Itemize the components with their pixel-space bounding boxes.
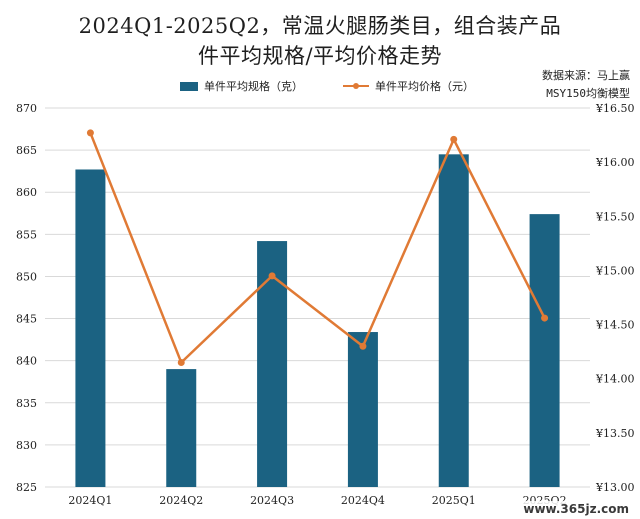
y-right-tick-label: ¥15.50 xyxy=(595,210,635,223)
y-left-tick-label: 855 xyxy=(16,228,37,241)
y-right-tick-label: ¥13.50 xyxy=(595,427,635,440)
legend-item-bar: 单件平均规格（克） xyxy=(180,78,303,94)
x-tick-label: 2024Q3 xyxy=(250,494,294,507)
price-point-2025Q1 xyxy=(450,135,458,143)
y-left-tick-label: 825 xyxy=(16,481,37,494)
y-right-tick-label: ¥16.00 xyxy=(595,156,635,169)
legend-item-line: 单件平均价格（元） xyxy=(343,78,474,94)
chart-legend: 单件平均规格（克） 单件平均价格（元） xyxy=(180,78,474,94)
y-left-tick-label: 845 xyxy=(16,313,37,326)
x-tick-label: 2024Q4 xyxy=(341,494,385,507)
price-point-2024Q2 xyxy=(177,358,185,366)
bar-2025Q2 xyxy=(529,214,560,487)
source-model-label: MSY150均衡模型 xyxy=(546,87,630,100)
legend-bar-label: 单件平均规格（克） xyxy=(204,80,303,93)
price-point-2024Q4 xyxy=(359,342,367,350)
y-right-tick-label: ¥15.00 xyxy=(595,264,635,277)
y-left-tick-label: 860 xyxy=(16,186,37,199)
x-tick-label: 2024Q2 xyxy=(159,494,203,507)
x-tick-label: 2024Q1 xyxy=(68,494,112,507)
chart-title-line2: 件平均规格/平均价格走势 xyxy=(197,44,443,68)
y-left-tick-label: 835 xyxy=(16,397,37,410)
legend-line-swatch xyxy=(343,81,369,91)
y-right-tick-label: ¥16.50 xyxy=(595,102,635,115)
bar-2024Q1 xyxy=(75,169,106,487)
y-left-tick-label: 850 xyxy=(16,270,37,283)
bar-2024Q4 xyxy=(347,332,378,487)
watermark-text: www.365jz.com xyxy=(520,501,632,517)
y-left-tick-label: 830 xyxy=(16,439,37,452)
bar-2024Q2 xyxy=(166,369,197,487)
price-point-2024Q3 xyxy=(268,272,276,280)
y-left-tick-label: 840 xyxy=(16,355,37,368)
price-line xyxy=(89,132,546,364)
bar-2025Q1 xyxy=(438,154,469,488)
y-right-tick-label: ¥14.50 xyxy=(595,319,635,332)
y-left-tick-label: 870 xyxy=(16,102,37,115)
x-tick-label: 2025Q1 xyxy=(432,494,476,507)
source-label: 数据来源：马上赢 xyxy=(542,69,630,82)
y-right-tick-label: ¥13.00 xyxy=(595,481,635,494)
y-right-tick-label: ¥14.00 xyxy=(595,373,635,386)
legend-bar-swatch xyxy=(180,81,198,91)
price-point-2024Q1 xyxy=(86,129,94,137)
price-point-2025Q2 xyxy=(541,314,549,322)
y-left-tick-label: 865 xyxy=(16,144,37,157)
chart-title-line1: 2024Q1-2025Q2，常温火腿肠类目，组合装产品 xyxy=(78,14,562,38)
legend-line-label: 单件平均价格（元） xyxy=(375,80,474,93)
